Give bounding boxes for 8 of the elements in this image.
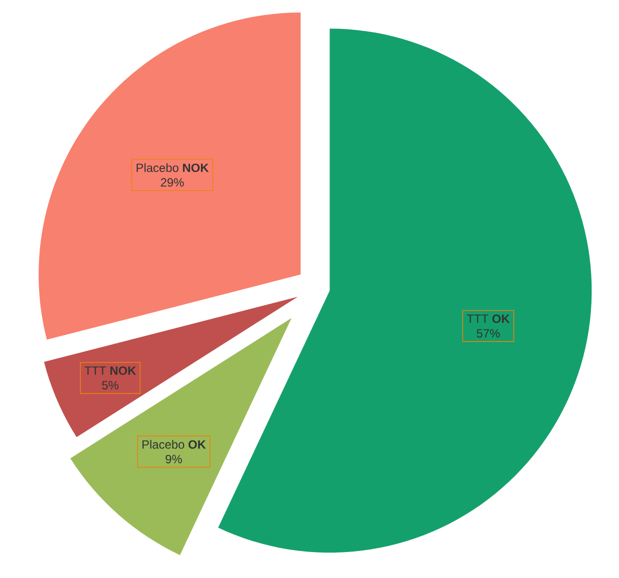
data-label: 9% xyxy=(166,454,182,464)
slice-label: TTT NOK xyxy=(84,366,136,375)
data-label: 29% xyxy=(160,178,184,187)
data-label: 57% xyxy=(476,329,500,338)
slice-label: Placebo OK xyxy=(142,440,206,449)
data-label: 5% xyxy=(102,381,118,390)
slice-label: TTT OK xyxy=(466,314,510,323)
slice-label: Placebo NOK xyxy=(136,163,209,172)
